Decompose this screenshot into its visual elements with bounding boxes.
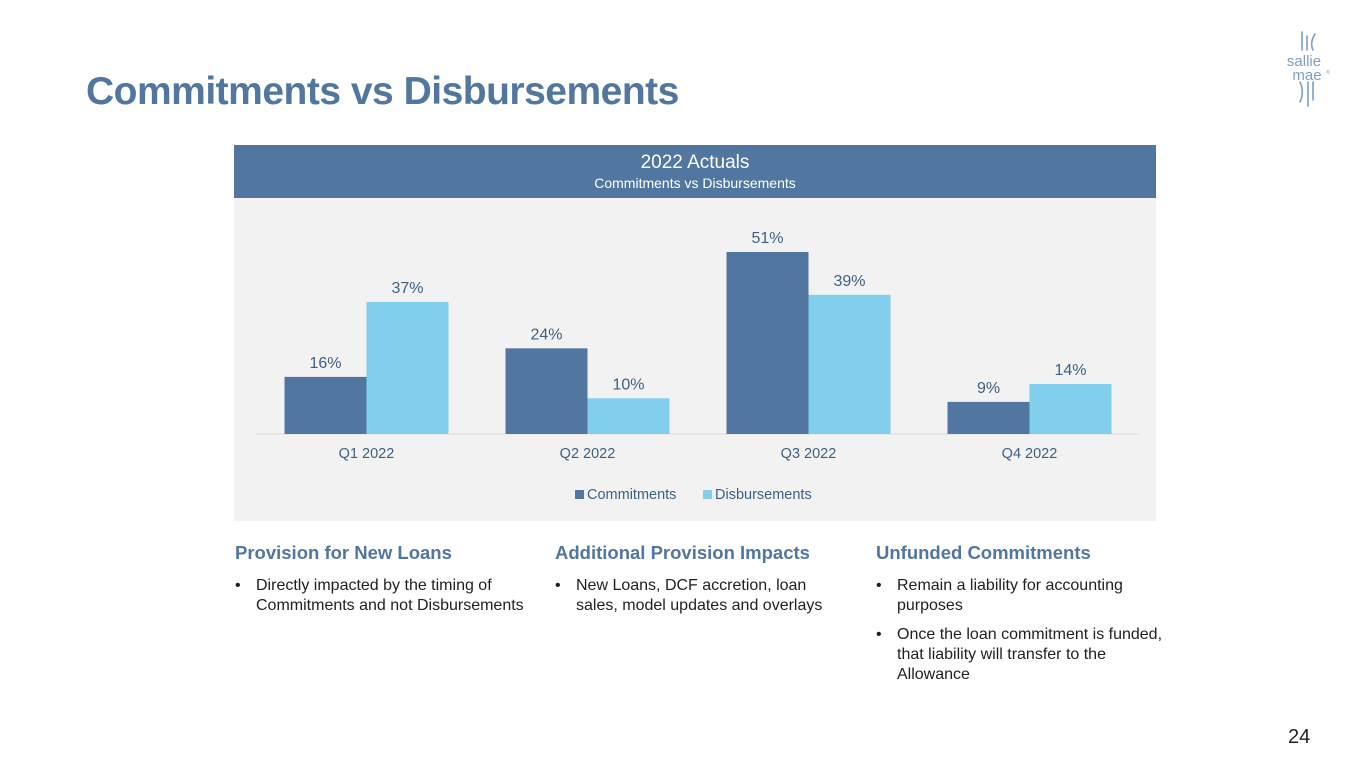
bar-disbursements-q2-2022: [587, 398, 670, 434]
page-number: 24: [1288, 726, 1311, 748]
data-label: 14%: [1054, 362, 1086, 379]
bullet-list: New Loans, DCF accretion, loan sales, mo…: [555, 576, 845, 616]
chart-header: 2022 Actuals Commitments vs Disbursement…: [234, 145, 1156, 198]
section-heading: Unfunded Commitments: [876, 542, 1091, 563]
bar-chart: 16% 37% Q1 2022 24% 10% Q2 2022 51% 39% Q3 2022 9…: [256, 230, 1140, 503]
chart-title: 2022 Actuals: [640, 152, 750, 173]
logo-text-line1: sallie: [1287, 53, 1321, 70]
chart-subtitle: Commitments vs Disbursements: [594, 175, 796, 191]
bar-commitments-q2-2022: [505, 348, 588, 434]
bullet-item: Once the loan commitment is funded, that…: [876, 625, 1166, 685]
bullet-item: Directly impacted by the timing of Commi…: [235, 576, 525, 616]
bar-commitments-q3-2022: [726, 251, 809, 434]
sallie-mae-logo: sallie mae ®: [1287, 31, 1330, 107]
data-label: 16%: [309, 355, 341, 372]
bar-disbursements-q4-2022: [1029, 384, 1112, 434]
section-heading: Additional Provision Impacts: [555, 542, 810, 563]
data-label: 10%: [612, 376, 644, 393]
x-tick-label: Q1 2022: [339, 446, 395, 462]
x-tick-label: Q4 2022: [1002, 446, 1058, 462]
logo-registered-mark: ®: [1326, 69, 1330, 76]
logo-text-line2: mae: [1292, 67, 1321, 84]
x-tick-label: Q3 2022: [781, 446, 837, 462]
bullet-item: New Loans, DCF accretion, loan sales, mo…: [555, 576, 845, 616]
data-label: 24%: [530, 326, 562, 343]
legend-label-commitments: Commitments: [587, 487, 676, 503]
bullet-item: Remain a liability for accounting purpos…: [876, 576, 1166, 616]
data-label: 9%: [977, 380, 1000, 397]
bar-disbursements-q1-2022: [366, 301, 449, 434]
bar-commitments-q1-2022: [284, 376, 367, 434]
section-provision-new-loans: Provision for New Loans Directly impacte…: [235, 542, 525, 625]
section-unfunded-commitments: Unfunded Commitments Remain a liability …: [876, 542, 1166, 694]
legend-swatch-commitments: [575, 490, 584, 499]
legend-swatch-disbursements: [703, 490, 712, 499]
bullet-list: Directly impacted by the timing of Commi…: [235, 576, 525, 616]
bar-disbursements-q3-2022: [808, 294, 891, 434]
x-tick-label: Q2 2022: [560, 446, 616, 462]
page-title: Commitments vs Disbursements: [86, 70, 679, 113]
data-label: 37%: [391, 280, 423, 297]
bullet-list: Remain a liability for accounting purpos…: [876, 576, 1166, 685]
chart-panel: 16% 37% Q1 2022 24% 10% Q2 2022 51% 39% Q3 2022 9…: [234, 145, 1156, 521]
bar-commitments-q4-2022: [947, 401, 1030, 434]
data-label: 39%: [833, 273, 865, 290]
section-additional-provision-impacts: Additional Provision Impacts New Loans, …: [555, 542, 845, 625]
section-heading: Provision for New Loans: [235, 542, 452, 563]
data-label: 51%: [751, 230, 783, 247]
legend-label-disbursements: Disbursements: [715, 487, 812, 503]
